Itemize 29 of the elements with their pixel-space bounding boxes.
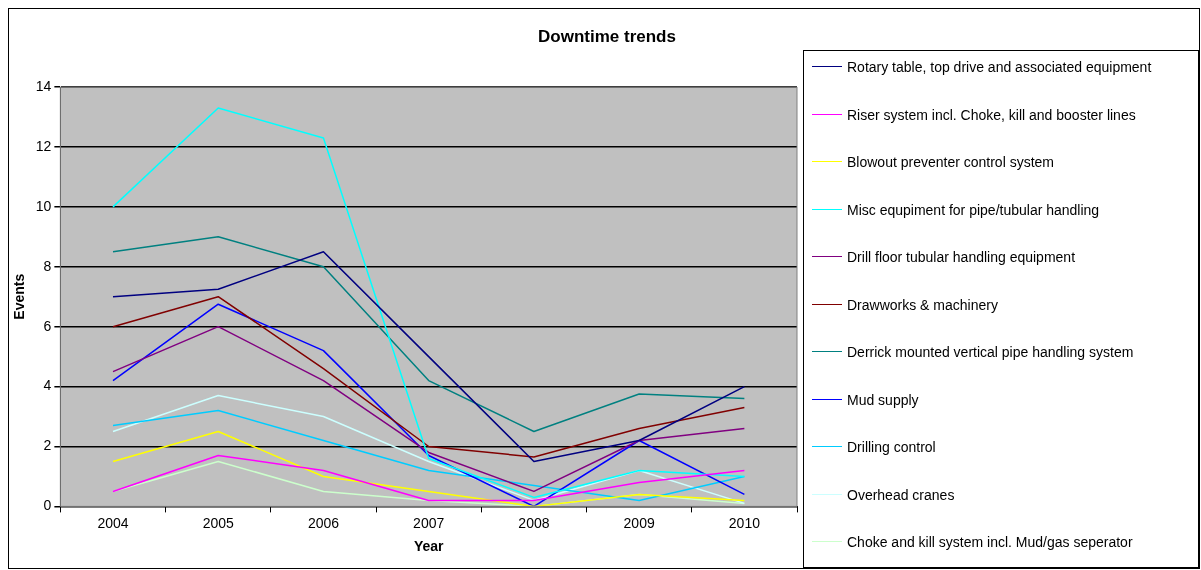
x-tick-label: 2007 — [413, 514, 445, 531]
chart-title: Downtime trends — [537, 27, 677, 47]
y-tick-label: 0 — [43, 497, 52, 514]
legend-label: Riser system incl. Choke, kill and booster lines — [847, 105, 1136, 125]
x-tick-label: 2006 — [307, 514, 340, 531]
legend-label: Rotary table, top drive and associated equipment — [847, 58, 1152, 77]
x-axis-title: Year — [413, 538, 445, 555]
y-tick-label: 12 — [35, 137, 52, 154]
legend-label: Choke and kill system incl. Mud/gas seperator — [847, 533, 1133, 552]
legend-label: Overhead cranes — [847, 485, 955, 505]
y-tick-label: 2 — [43, 437, 52, 454]
x-tick-label: 2009 — [623, 514, 655, 531]
x-tick-label: 2008 — [518, 514, 550, 531]
x-tick-label: 2004 — [97, 514, 129, 531]
x-tick-label: 2005 — [202, 514, 234, 531]
y-tick-label: 4 — [43, 377, 52, 394]
legend-label: Drill floor tubular handling equipment — [847, 248, 1076, 267]
y-tick-label: 6 — [43, 317, 52, 334]
legend-label: Derrick mounted vertical pipe handling system — [847, 343, 1134, 362]
legend-label: Blowout preventer control system — [847, 153, 1054, 172]
y-axis-title: Events — [11, 273, 28, 320]
legend-label: Drilling control — [847, 438, 936, 457]
legend-label: Mud supply — [847, 390, 919, 410]
y-tick-label: 10 — [35, 197, 52, 214]
y-tick-label: 14 — [35, 77, 52, 94]
legend-label: Misc equpiment for pipe/tubular handling — [847, 200, 1100, 220]
y-tick-label: 8 — [43, 257, 52, 274]
x-tick-label: 2010 — [728, 514, 761, 531]
legend-label: Drawworks & machinery — [847, 295, 998, 315]
